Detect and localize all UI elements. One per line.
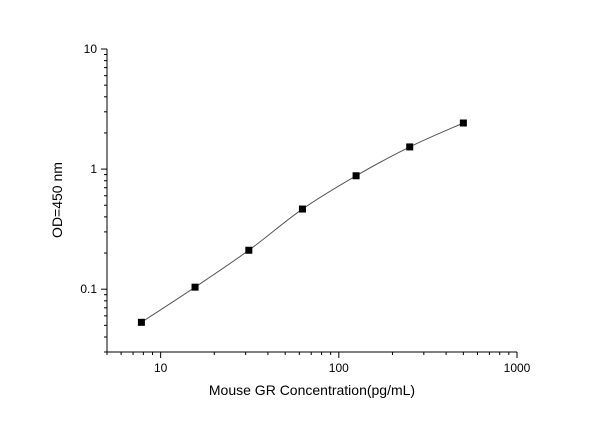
x-tick-label: 10 (154, 361, 168, 375)
fitted-curve-line (141, 122, 464, 323)
data-point (406, 143, 414, 151)
data-point (245, 246, 253, 254)
data-point (137, 318, 145, 326)
data-point (352, 172, 360, 180)
data-point (298, 205, 306, 213)
y-tick-label: 1 (90, 162, 97, 176)
y-axis-ticks: 0.1 1 10 (80, 42, 107, 353)
x-axis-label: Mouse GR Concentration(pg/mL) (209, 382, 415, 398)
fitted-curve (141, 122, 464, 323)
y-tick-label: 10 (84, 42, 98, 56)
x-axis-ticks: 10 100 1000 (106, 352, 531, 375)
y-tick-label: 0.1 (80, 282, 97, 296)
x-tick-label: 1000 (504, 361, 531, 375)
y-axis-label: OD=450 nm (49, 162, 65, 238)
data-point (191, 283, 199, 291)
x-tick-label: 100 (329, 361, 349, 375)
axes (106, 49, 517, 353)
data-points (137, 119, 467, 326)
data-point (459, 119, 467, 127)
